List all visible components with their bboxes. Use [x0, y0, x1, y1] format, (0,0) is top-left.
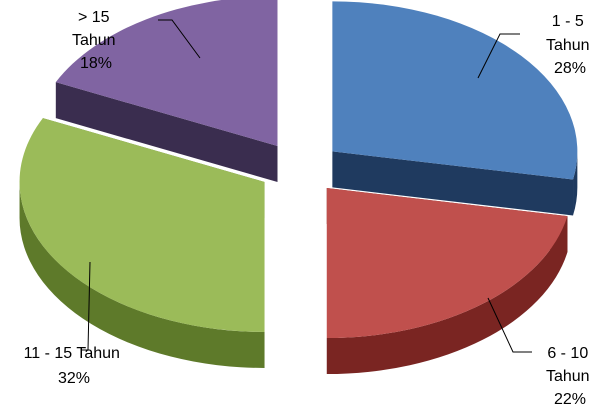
leader-line-6-10 — [487, 297, 532, 353]
slice-11-15-top — [19, 118, 265, 332]
slice-11-15-outer-wall-0 — [19, 181, 265, 368]
slice-1-5-outer-wall-0 — [573, 151, 578, 216]
pie-slices — [19, 0, 578, 375]
data-label-gt-15: > 15 Tahun 18% — [72, 9, 120, 72]
slice-gt-15-side-start — [55, 82, 278, 183]
leader-line-1-5 — [477, 33, 520, 79]
slice-6-10 — [326, 188, 568, 375]
slice-6-10-top — [326, 188, 568, 339]
slice-1-5 — [332, 1, 578, 216]
slice-gt-15 — [55, 0, 278, 183]
leader-line-gt-15 — [158, 19, 201, 59]
data-label-11-15: 11 - 15 Tahun 32% — [24, 345, 125, 387]
slice-gt-15-top — [55, 0, 278, 147]
slice-11-15 — [19, 118, 265, 368]
leader-line-11-15 — [82, 261, 91, 351]
slice-1-5-top — [332, 1, 578, 180]
slice-1-5-side-end — [332, 151, 574, 216]
leader-lines — [82, 19, 532, 353]
data-label-1-5: 1 - 5 Tahun 28% — [546, 13, 594, 77]
data-label-6-10: 6 - 10 Tahun 22% — [546, 345, 594, 407]
slice-6-10-outer-wall-0 — [326, 216, 568, 375]
